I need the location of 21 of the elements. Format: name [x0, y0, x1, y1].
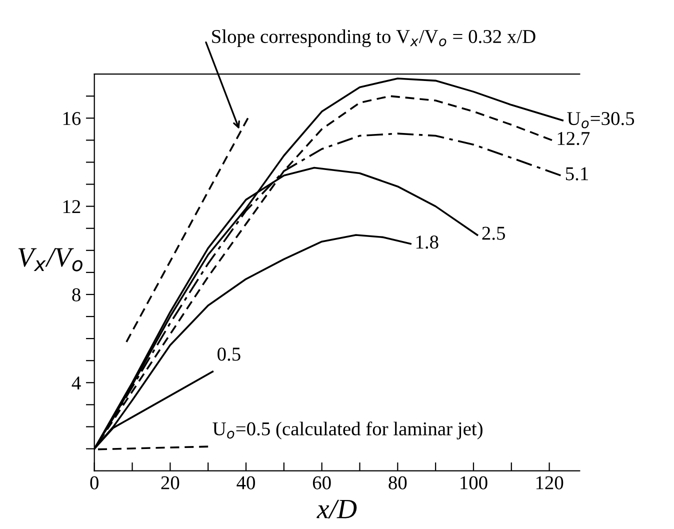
y-tick-label: 12: [63, 200, 80, 214]
annotation: Slope corresponding to V$_{x}$/V$_{o}$ = 0.32 x/D: [212, 29, 536, 48]
series-label: U$_{o}$=30.5: [567, 112, 634, 128]
x-tick-label: 60: [312, 476, 331, 490]
x-axis-title: x/D: [316, 500, 357, 518]
x-tick-label: 40: [236, 476, 255, 490]
series-label: 0.5: [218, 348, 240, 361]
y-tick-label: 4: [72, 376, 81, 390]
x-tick-label: 120: [536, 476, 564, 490]
series-label: 5.1: [566, 167, 588, 180]
x-tick-label: 100: [460, 476, 488, 490]
x-tick-label: 20: [161, 476, 180, 490]
series-label: U$_{o}$=0.5 (calculated for laminar jet): [212, 422, 482, 440]
series-label: 1.8: [416, 236, 438, 249]
series-label: 12.7: [558, 132, 590, 146]
x-tick-label: 80: [388, 476, 407, 490]
series-label: 2.5: [482, 226, 505, 240]
y-axis-title: V$_{x}$/V$_{o}$: [18, 248, 82, 272]
y-tick-label: 8: [72, 288, 80, 302]
x-tick-label: 0: [90, 476, 98, 490]
y-tick-label: 16: [63, 112, 81, 126]
